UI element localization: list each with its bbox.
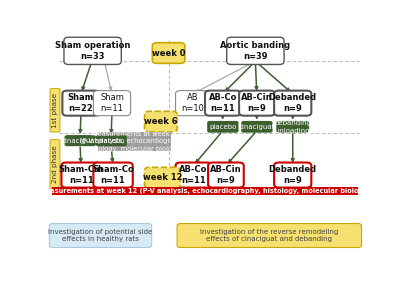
FancyBboxPatch shape [205,91,241,116]
FancyBboxPatch shape [177,224,362,248]
Text: 2nd phase: 2nd phase [52,145,58,183]
Text: Sham-Co
n=11: Sham-Co n=11 [92,165,134,185]
FancyBboxPatch shape [274,162,311,188]
FancyBboxPatch shape [94,162,133,188]
Text: placebo: placebo [98,138,125,144]
Text: Measurements at week 12 (P-V analysis, echocardiography, histology, molecular bi: Measurements at week 12 (P-V analysis, e… [39,188,370,194]
FancyBboxPatch shape [50,88,60,132]
FancyBboxPatch shape [62,162,101,188]
FancyBboxPatch shape [276,121,309,133]
FancyBboxPatch shape [96,135,127,146]
FancyBboxPatch shape [94,91,131,116]
FancyBboxPatch shape [208,162,244,188]
Text: AB-Co
n=11: AB-Co n=11 [179,165,208,185]
FancyBboxPatch shape [152,43,185,63]
Text: Sham operation
n=33: Sham operation n=33 [55,41,130,61]
FancyBboxPatch shape [241,121,272,133]
FancyBboxPatch shape [274,91,311,116]
Text: Sham
n=22: Sham n=22 [68,93,94,113]
Text: cinaciguat: cinaciguat [62,138,98,144]
FancyBboxPatch shape [64,37,121,65]
Text: AB-Co
n=11: AB-Co n=11 [209,93,237,113]
FancyBboxPatch shape [98,132,171,151]
Text: Measurements at week 6
(P-V analysis, echocardiography,
histology, molecular bio: Measurements at week 6 (P-V analysis, ec… [80,130,189,152]
FancyBboxPatch shape [176,162,211,188]
Text: AB-Cin
n=9: AB-Cin n=9 [210,165,242,185]
FancyBboxPatch shape [144,167,180,188]
FancyBboxPatch shape [62,91,100,116]
Text: AB-Cin
n=9: AB-Cin n=9 [241,93,273,113]
Text: Sham-Cin
n=11: Sham-Cin n=11 [59,165,104,185]
Text: AB
n=10: AB n=10 [181,93,204,113]
FancyBboxPatch shape [227,37,284,65]
Text: Aortic banding
n=39: Aortic banding n=39 [220,41,290,61]
Text: Sham
n=11: Sham n=11 [100,93,124,113]
FancyBboxPatch shape [64,135,96,146]
Text: week 0: week 0 [152,48,185,57]
Text: week 12: week 12 [143,173,182,182]
Text: Investigation of potential side
effects in healthy rats: Investigation of potential side effects … [48,229,153,242]
FancyBboxPatch shape [52,187,358,195]
Text: 1st phase: 1st phase [52,93,58,128]
Text: cinaciguat: cinaciguat [239,124,275,130]
Text: Debanded
n=9: Debanded n=9 [269,93,317,113]
Text: Debanded
n=9: Debanded n=9 [269,165,317,185]
Text: debanding
(unloading): debanding (unloading) [273,120,313,134]
FancyBboxPatch shape [49,224,152,248]
FancyBboxPatch shape [239,91,275,116]
FancyBboxPatch shape [207,121,238,133]
Text: Investigation of the reverse remodeling
effects of cinaciguat and debanding: Investigation of the reverse remodeling … [200,229,338,242]
FancyBboxPatch shape [50,140,60,189]
Text: placebo: placebo [209,124,236,130]
FancyBboxPatch shape [144,111,177,132]
Text: week 6: week 6 [144,117,178,126]
FancyBboxPatch shape [176,91,210,116]
